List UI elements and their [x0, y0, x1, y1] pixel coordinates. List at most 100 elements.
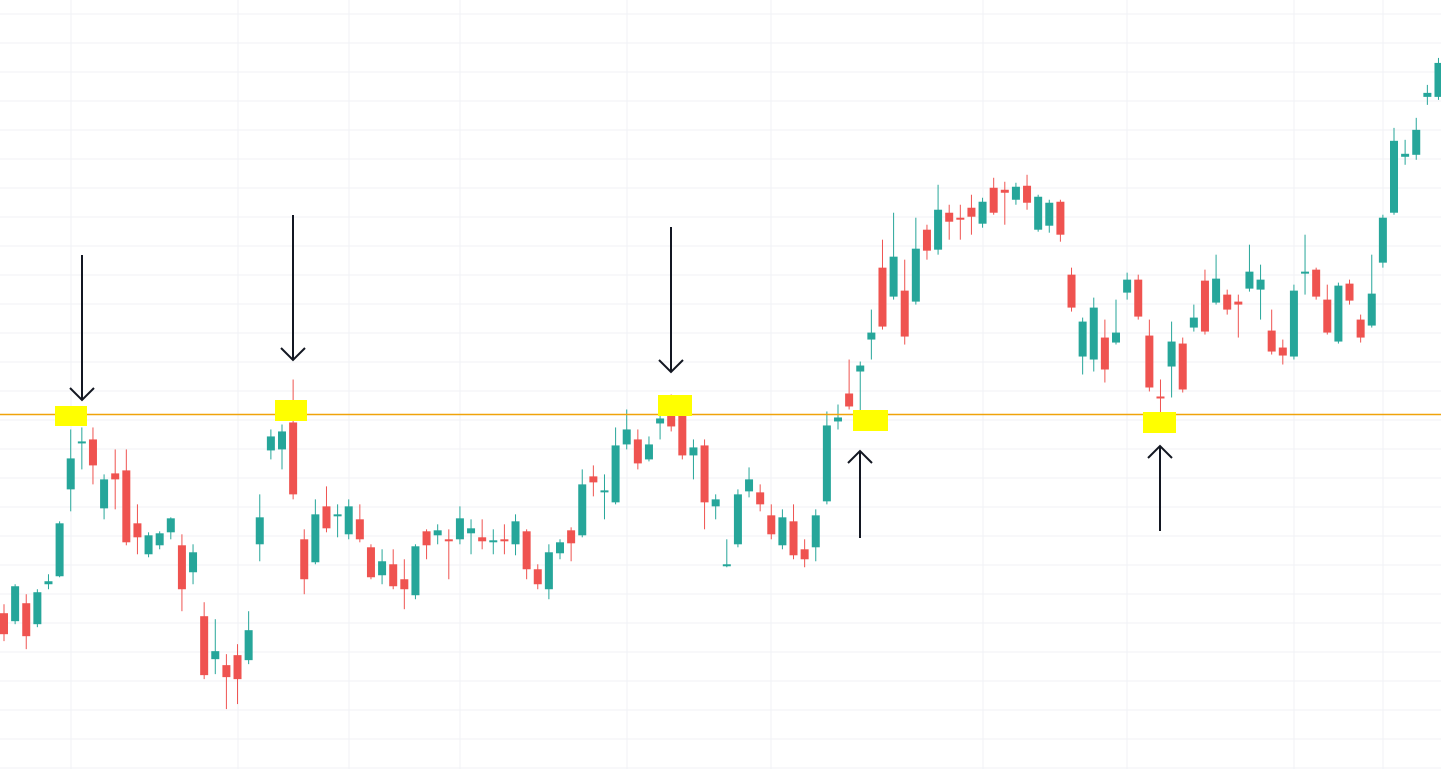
body: [1145, 335, 1154, 388]
body: [1156, 396, 1165, 399]
up-arrow: [847, 449, 873, 538]
down-arrow: [69, 255, 95, 402]
body: [144, 535, 153, 555]
body: [233, 655, 242, 680]
body: [578, 484, 587, 536]
body: [689, 447, 698, 456]
body: [311, 514, 320, 563]
body: [289, 422, 298, 495]
body: [1178, 343, 1187, 390]
body: [1045, 202, 1054, 226]
annotations: [55, 215, 1176, 538]
body: [1234, 301, 1243, 305]
highlight: [275, 400, 307, 421]
body: [400, 579, 409, 590]
body: [1134, 279, 1143, 317]
body: [366, 547, 375, 578]
body: [622, 429, 631, 445]
body: [767, 515, 776, 535]
body: [678, 412, 687, 456]
body: [856, 365, 865, 372]
body: [211, 651, 220, 660]
body: [467, 528, 476, 534]
body: [1334, 285, 1343, 342]
body: [600, 490, 609, 493]
body: [155, 533, 164, 546]
body: [956, 217, 965, 220]
body: [500, 539, 509, 542]
body: [1167, 341, 1176, 367]
up-arrow: [1147, 444, 1173, 531]
body: [66, 458, 75, 490]
body: [511, 521, 520, 545]
body: [489, 540, 498, 543]
body: [1423, 92, 1432, 97]
body: [922, 229, 931, 251]
body: [44, 581, 53, 585]
highlight: [853, 410, 888, 431]
body: [522, 531, 531, 570]
body: [1000, 189, 1009, 193]
body: [389, 564, 398, 587]
body: [722, 564, 731, 567]
body: [756, 492, 765, 505]
body: [1212, 278, 1221, 303]
body: [867, 332, 876, 340]
body: [1123, 279, 1132, 293]
body: [1434, 62, 1441, 97]
body: [1078, 321, 1087, 357]
body: [1189, 317, 1198, 328]
body: [1067, 274, 1076, 308]
body: [422, 531, 431, 546]
body: [166, 518, 175, 533]
body: [244, 630, 253, 661]
body: [255, 517, 264, 545]
body: [122, 470, 131, 543]
body: [1034, 196, 1043, 230]
body: [322, 506, 331, 529]
body: [1256, 279, 1265, 290]
body: [1011, 186, 1020, 200]
body: [1367, 293, 1376, 326]
body: [100, 479, 109, 509]
body: [378, 561, 387, 576]
body: [945, 212, 954, 222]
body: [1112, 332, 1120, 343]
candles: [0, 57, 1441, 710]
body: [1267, 330, 1276, 352]
body: [1278, 347, 1287, 356]
body: [733, 494, 742, 545]
body: [189, 552, 198, 573]
body: [822, 425, 831, 502]
body: [1023, 185, 1032, 203]
body: [934, 209, 943, 250]
body: [433, 530, 442, 536]
body: [266, 436, 275, 451]
body: [478, 537, 487, 542]
body: [656, 418, 665, 424]
body: [0, 613, 8, 635]
body: [789, 521, 798, 556]
body: [455, 518, 464, 540]
body: [444, 539, 453, 542]
body: [1312, 269, 1321, 297]
body: [778, 517, 787, 546]
body: [22, 603, 31, 637]
body: [278, 431, 286, 450]
body: [1056, 201, 1065, 235]
body: [989, 187, 998, 213]
body: [344, 506, 353, 535]
body: [1289, 290, 1298, 357]
body: [589, 476, 598, 483]
body: [1378, 217, 1387, 263]
down-arrow: [658, 227, 684, 374]
body: [355, 519, 364, 540]
body: [633, 439, 642, 464]
body: [1323, 299, 1332, 333]
body: [800, 549, 809, 560]
body: [11, 586, 20, 622]
body: [1401, 153, 1410, 157]
body: [533, 569, 542, 585]
body: [222, 665, 231, 678]
